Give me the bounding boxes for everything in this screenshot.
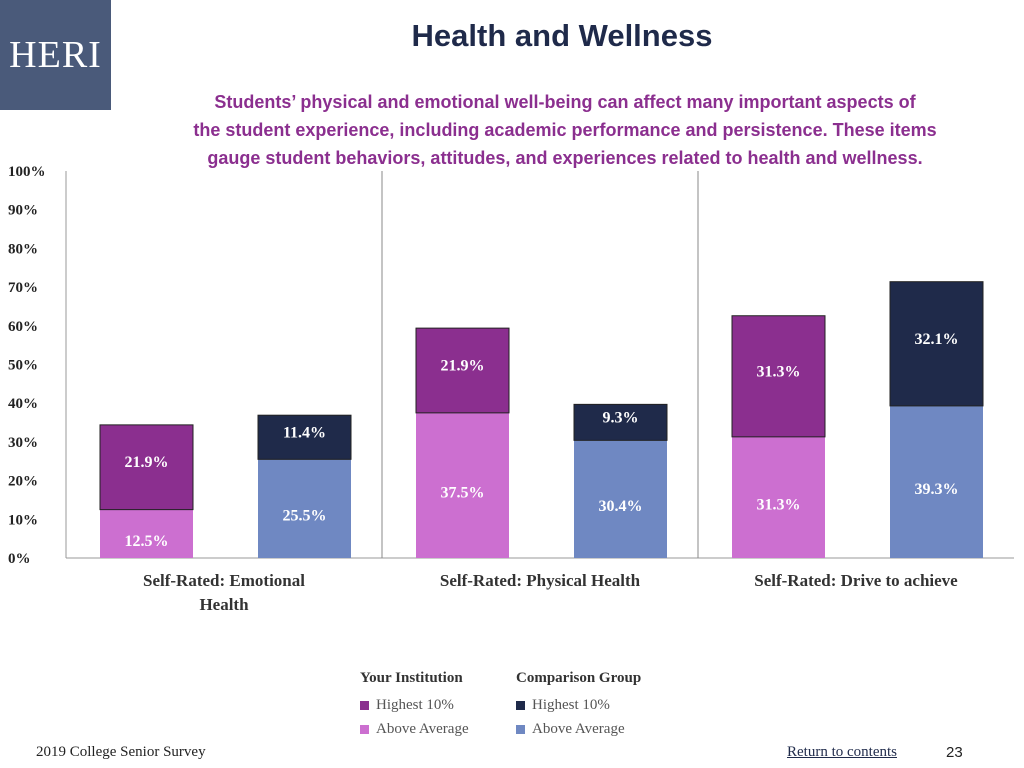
y-tick-label: 10%: [8, 512, 38, 528]
legend-swatch-comp-above: [516, 724, 525, 734]
legend-label-comp-highest: Highest 10%: [532, 696, 610, 713]
legend-institution: Your Institution Highest 10% Above Avera…: [360, 670, 469, 741]
legend-swatch-inst-above: [360, 724, 369, 734]
page-title: Health and Wellness: [411, 18, 713, 53]
bar-inst-highest: [415, 327, 510, 414]
bar-value-label: 39.3%: [915, 481, 959, 498]
legend-swatch-comp-highest: [516, 700, 525, 710]
legend-label-inst-highest: Highest 10%: [376, 696, 454, 713]
y-tick-label: 50%: [8, 358, 38, 374]
x-category-label: Self-Rated: Physical Health: [440, 571, 641, 590]
x-category-label: Health: [199, 595, 249, 614]
y-tick-label: 60%: [8, 319, 38, 335]
legend-comparison: Comparison Group Highest 10% Above Avera…: [516, 670, 641, 741]
bar-value-label: 31.3%: [757, 363, 801, 380]
bar-inst-above: [732, 436, 825, 558]
bar-value-label: 32.1%: [915, 331, 959, 348]
heri-logo: HERI: [0, 0, 111, 110]
bar-inst-above: [416, 412, 509, 558]
bar-comp-above: [258, 459, 351, 558]
bar-inst-highest: [99, 424, 194, 511]
bar-inst-highest: [731, 315, 826, 438]
y-tick-label: 20%: [8, 474, 38, 490]
legend-swatch-inst-highest: [360, 700, 369, 710]
bar-inst-above: [100, 509, 193, 558]
page-subtitle: Students’ physical and emotional well-be…: [130, 88, 1000, 172]
bar-value-label: 9.3%: [603, 409, 639, 426]
bar-value-label: 11.4%: [283, 424, 326, 441]
legend-institution-above: Above Average: [360, 717, 469, 741]
y-tick-label: 100%: [8, 164, 46, 180]
legend-label-comp-above: Above Average: [532, 720, 625, 737]
legend-comparison-heading: Comparison Group: [516, 670, 642, 686]
bar-value-label: 25.5%: [283, 508, 327, 525]
return-to-contents-link[interactable]: Return to contents: [787, 744, 897, 760]
footer-survey-name: 2019 College Senior Survey: [36, 744, 206, 760]
y-tick-label: 80%: [8, 241, 38, 257]
bar-comp-highest: [573, 403, 668, 441]
bar-comp-highest: [257, 414, 352, 460]
x-category-label: Self-Rated: Drive to achieve: [754, 571, 958, 590]
y-tick-label: 30%: [8, 435, 38, 451]
bar-comp-above: [574, 440, 667, 558]
y-tick-label: 70%: [8, 280, 38, 296]
y-tick-label: 0%: [8, 551, 31, 567]
legend-comparison-above: Above Average: [516, 717, 641, 741]
bar-comp-above: [890, 405, 983, 558]
x-category-label: Self-Rated: Emotional: [143, 571, 305, 590]
logo-text: HERI: [9, 34, 102, 76]
stacked-bar-chart: 0% 10% 20% 30% 40% 50% 60% 70% 80% 90% 100% 12.5% 21…: [8, 164, 1014, 614]
bar-comp-highest: [889, 281, 984, 407]
page-number: 23: [946, 744, 963, 761]
bar-value-label: 37.5%: [441, 484, 485, 501]
y-tick-label: 40%: [8, 396, 38, 412]
bar-value-label: 12.5%: [125, 533, 169, 550]
subtitle-line-2: the student experience, including academ…: [193, 120, 937, 140]
bar-value-label: 30.4%: [599, 498, 643, 515]
bar-value-label: 21.9%: [441, 357, 485, 374]
y-tick-label: 90%: [8, 203, 38, 219]
legend-label-inst-above: Above Average: [376, 720, 469, 737]
legend-institution-heading: Your Institution: [360, 670, 463, 686]
legend-institution-highest: Highest 10%: [360, 693, 469, 717]
bar-value-label: 21.9%: [125, 454, 169, 471]
subtitle-line-3: gauge student behaviors, attitudes, and …: [207, 148, 923, 168]
subtitle-line-1: Students’ physical and emotional well-be…: [214, 92, 916, 112]
legend-comparison-highest: Highest 10%: [516, 693, 641, 717]
bar-value-label: 31.3%: [757, 496, 801, 513]
